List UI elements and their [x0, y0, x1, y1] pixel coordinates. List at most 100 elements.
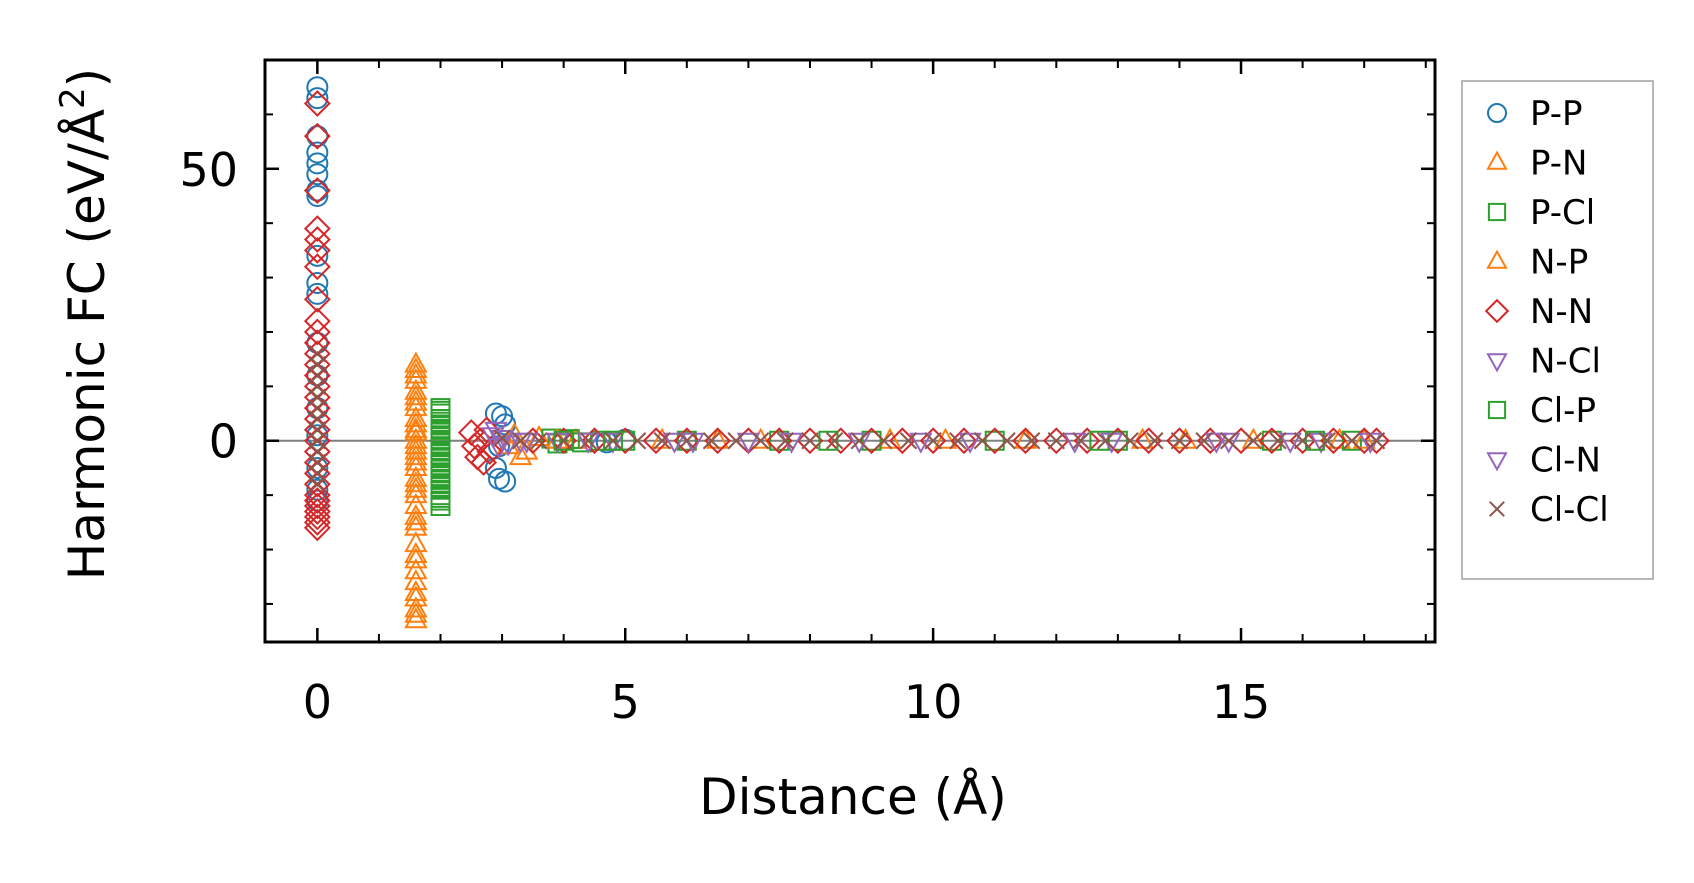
- data-point: [1367, 432, 1386, 450]
- data-point: [404, 607, 428, 629]
- data-point: [1261, 430, 1282, 451]
- y-axis-label-main: Harmonic FC (eV/Å: [58, 109, 116, 580]
- legend-marker: [1484, 298, 1510, 324]
- data-point: [303, 226, 331, 253]
- data-point: [303, 508, 331, 536]
- data-point: [404, 389, 428, 411]
- data-point: [796, 427, 824, 455]
- data-point: [303, 177, 331, 204]
- y-tick-label: 0: [209, 415, 238, 469]
- data-point: [1318, 432, 1336, 450]
- data-point: [704, 427, 732, 455]
- data-point: [1217, 432, 1241, 454]
- data-point: [827, 427, 855, 455]
- data-point: [702, 432, 721, 450]
- data-point: [303, 514, 331, 542]
- data-point: [430, 433, 451, 454]
- legend: P-P P-N P-Cl N-P N-N N-Cl Cl-P Cl-N Cl-Cl: [1461, 80, 1654, 580]
- data-point: [404, 405, 428, 427]
- x-tick-label: 10: [904, 675, 963, 729]
- x-axis-label: Distance (Å): [699, 768, 1007, 826]
- data-point: [1278, 432, 1302, 454]
- legend-label: N-N: [1530, 292, 1593, 332]
- data-point: [303, 122, 331, 150]
- data-point: [306, 152, 329, 175]
- data-point: [1042, 427, 1070, 455]
- data-point: [303, 498, 331, 525]
- data-point: [1289, 427, 1317, 455]
- data-point: [950, 427, 978, 455]
- data-point: [303, 285, 331, 313]
- data-point: [508, 444, 533, 466]
- data-point: [1170, 432, 1189, 450]
- legend-marker: [1486, 150, 1508, 170]
- x-tick-label: 5: [611, 675, 640, 729]
- data-point: [1196, 427, 1224, 455]
- ticks-layer: [265, 60, 1435, 642]
- data-point: [1204, 432, 1229, 454]
- data-point: [430, 444, 451, 465]
- data-point: [847, 432, 871, 454]
- data-point: [404, 356, 428, 379]
- data-point: [899, 432, 918, 450]
- data-point: [1146, 432, 1164, 450]
- data-point: [861, 430, 882, 451]
- data-point: [924, 432, 942, 450]
- data-point: [306, 179, 329, 202]
- data-point: [676, 430, 697, 451]
- data-point: [628, 432, 647, 450]
- data-point: [919, 427, 947, 455]
- data-point: [306, 424, 329, 447]
- data-point: [1121, 432, 1139, 450]
- data-point: [303, 307, 331, 335]
- data-point: [493, 429, 511, 447]
- legend-marker: [1487, 400, 1507, 420]
- data-point: [909, 432, 933, 454]
- data-point: [1258, 427, 1286, 455]
- data-point: [875, 432, 893, 450]
- data-point: [460, 432, 488, 460]
- data-point: [303, 492, 331, 520]
- x-tick-label: 15: [1212, 675, 1271, 729]
- data-point: [850, 432, 868, 450]
- data-point: [404, 579, 428, 602]
- data-point: [678, 432, 696, 450]
- data-point: [303, 253, 331, 281]
- legend-label: P-N: [1530, 144, 1587, 184]
- data-point: [306, 141, 329, 164]
- data-point: [1244, 432, 1263, 450]
- data-point: [984, 430, 1005, 451]
- data-point: [404, 384, 428, 406]
- data-point: [430, 400, 451, 421]
- data-point: [579, 432, 597, 450]
- data-point: [1047, 432, 1065, 450]
- data-point: [602, 430, 623, 451]
- data-point: [470, 449, 498, 476]
- series-cl-p: [430, 400, 1325, 508]
- legend-marker: [1487, 202, 1507, 222]
- data-point: [1269, 432, 1287, 450]
- data-point: [933, 427, 958, 449]
- data-point: [303, 318, 331, 346]
- data-point: [662, 432, 687, 454]
- legend-box: [1461, 80, 1654, 580]
- data-point: [430, 466, 451, 487]
- data-point: [303, 236, 331, 264]
- data-point: [1073, 427, 1101, 455]
- data-point: [496, 435, 520, 457]
- data-point: [769, 430, 790, 451]
- data-point: [642, 427, 670, 455]
- data-point: [303, 215, 331, 243]
- data-point: [825, 432, 844, 450]
- data-point: [1343, 432, 1361, 450]
- data-point: [306, 87, 329, 110]
- data-point: [430, 487, 451, 508]
- data-point: [554, 432, 573, 450]
- data-point: [576, 432, 600, 454]
- data-point: [306, 125, 329, 148]
- data-point: [1304, 430, 1325, 451]
- data-point: [1195, 432, 1213, 450]
- data-point: [998, 432, 1016, 450]
- data-point: [306, 272, 329, 295]
